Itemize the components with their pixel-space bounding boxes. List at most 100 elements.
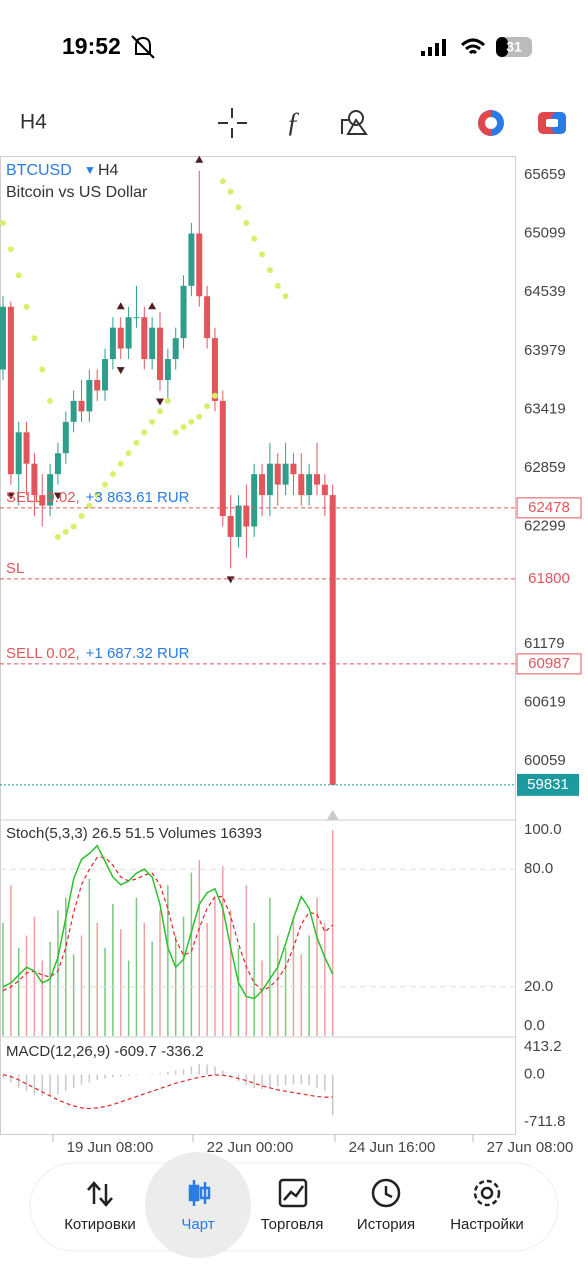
- sar-dot: [39, 366, 46, 373]
- symbol-dropdown[interactable]: ▼: [84, 163, 96, 177]
- trade-button[interactable]: [478, 110, 504, 136]
- candle-body: [7, 306, 14, 475]
- fractal-up: [195, 155, 204, 163]
- candle-body: [15, 432, 22, 475]
- sar-dot: [282, 293, 289, 300]
- indicators-button[interactable]: ƒ: [286, 107, 300, 138]
- price-tick-label: 63419: [524, 400, 566, 417]
- fractal-down: [156, 398, 164, 406]
- quotes-icon[interactable]: [87, 1181, 113, 1207]
- sar-dot: [23, 303, 30, 310]
- candle-body: [219, 400, 226, 517]
- candle-body: [266, 463, 273, 496]
- candle-body: [62, 421, 69, 454]
- sar-dot: [243, 220, 250, 227]
- sar-dot: [274, 282, 281, 289]
- settings-icon[interactable]: [473, 1179, 501, 1207]
- candle-body: [321, 484, 328, 496]
- candle-body: [306, 474, 313, 496]
- symbol-description: Bitcoin vs US Dollar: [6, 184, 148, 201]
- candle-body: [70, 400, 77, 422]
- chart-icon[interactable]: [188, 1180, 211, 1206]
- order-profit: +1 687.32 RUR: [86, 645, 190, 662]
- price-tag: [516, 653, 582, 675]
- current-price-tag: [517, 773, 579, 796]
- macd-signal: [2, 1073, 333, 1110]
- order-profit: +3 863.61 RUR: [86, 489, 190, 506]
- price-tag-label: 61800: [528, 570, 570, 587]
- chart-marks: 65659 65099 64539 63979 63419 62859 62299 61179…: [0, 155, 582, 1156]
- stoch-tick-label: 20.0: [524, 978, 553, 995]
- candle-body: [235, 505, 242, 537]
- stoch-tick-label: 100.0: [524, 821, 562, 838]
- sar-dot: [78, 513, 85, 520]
- sar-dot: [204, 403, 211, 410]
- nav-label[interactable]: Чарт: [181, 1216, 214, 1233]
- candle-body: [117, 327, 124, 349]
- fractal-down: [6, 492, 15, 500]
- nav-label[interactable]: История: [357, 1216, 415, 1233]
- fractal-up: [148, 302, 157, 310]
- candle-body: [94, 379, 101, 391]
- chart-frame: [0, 156, 516, 1135]
- candle-body: [172, 338, 179, 360]
- sar-dot: [164, 397, 171, 404]
- order-label: SL: [6, 560, 24, 577]
- price-tick-label: 65659: [524, 166, 566, 183]
- candle-body: [196, 233, 203, 297]
- one-click-button[interactable]: [538, 112, 566, 134]
- crosshair-button[interactable]: [218, 108, 247, 138]
- current-marker: [326, 809, 339, 820]
- candle-body: [125, 317, 132, 349]
- macd-tick-label: -711.8: [524, 1113, 565, 1130]
- nav-label[interactable]: Котировки: [64, 1216, 136, 1233]
- price-tick-label: 65099: [524, 225, 566, 242]
- sar-dot: [180, 424, 187, 431]
- sar-dot: [102, 481, 109, 488]
- candle-body: [39, 495, 46, 506]
- candle-body: [102, 359, 109, 391]
- candle-body: [109, 327, 116, 360]
- candle-body: [0, 306, 6, 370]
- trade-icon[interactable]: [278, 1178, 308, 1208]
- candle-body: [188, 233, 195, 286]
- price-tick-label: 60619: [524, 693, 566, 710]
- candle-body: [282, 463, 289, 485]
- candle-body: [157, 327, 163, 380]
- stoch-signal: [2, 856, 334, 992]
- sar-dot: [133, 439, 140, 446]
- candle-body: [204, 296, 211, 339]
- candle-body: [86, 379, 93, 412]
- candle-body: [54, 453, 61, 475]
- sar-dot: [15, 272, 22, 279]
- history-icon[interactable]: [371, 1178, 401, 1208]
- sar-dot: [86, 502, 93, 509]
- sar-dot: [94, 492, 101, 499]
- candle-body: [314, 474, 320, 485]
- candle-body: [211, 338, 218, 401]
- sar-dot: [235, 204, 242, 211]
- symbol[interactable]: BTCUSD: [6, 162, 72, 179]
- candle-body: [133, 317, 140, 319]
- objects-button[interactable]: [341, 110, 368, 135]
- current-price-label: 59831: [527, 776, 569, 793]
- sar-dot: [47, 397, 54, 404]
- candle-body: [47, 474, 54, 506]
- sar-dot: [0, 220, 6, 227]
- candle-body: [251, 474, 258, 527]
- time-label: 27 Jun 08:00: [487, 1139, 574, 1156]
- candle-body: [78, 400, 85, 412]
- nav-label[interactable]: Настройки: [450, 1216, 524, 1233]
- candle-body: [227, 516, 234, 537]
- sar-dot: [188, 418, 195, 425]
- price-tag: [516, 497, 582, 519]
- nav-label[interactable]: Торговля: [261, 1216, 324, 1233]
- candle-body: [149, 327, 156, 360]
- stoch-header: Stoch(5,3,3) 26.5 51.5 Volumes 16393: [6, 825, 262, 842]
- price-tick-label: 62859: [524, 459, 566, 476]
- sar-dot: [227, 188, 234, 195]
- fractal-up: [116, 302, 125, 310]
- timeframe-button[interactable]: H4: [20, 111, 47, 134]
